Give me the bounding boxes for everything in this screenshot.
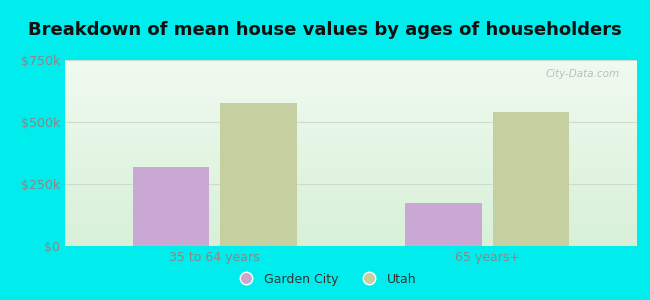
Bar [493,112,569,246]
Bar [220,103,296,246]
Bar [133,167,209,246]
Text: Breakdown of mean house values by ages of householders: Breakdown of mean house values by ages o… [28,21,622,39]
Legend: Garden City, Utah: Garden City, Utah [229,268,421,291]
Bar [406,202,482,246]
Text: City-Data.com: City-Data.com [546,69,620,79]
